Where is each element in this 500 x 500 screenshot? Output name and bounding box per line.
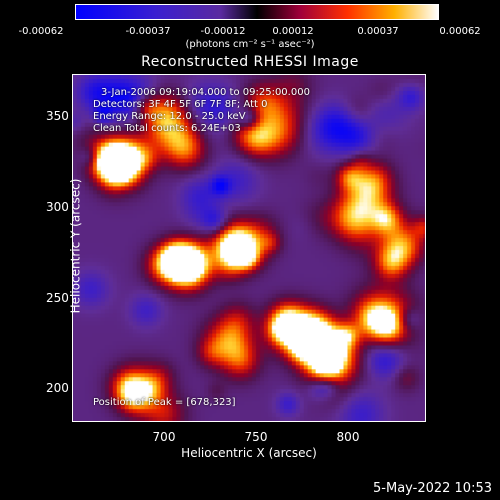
colorbar-tick: 0.00062 xyxy=(439,26,481,37)
heatmap-image xyxy=(73,75,425,421)
colorbar xyxy=(75,4,439,20)
y-axis-label: Heliocentric Y (arcsec) xyxy=(68,178,83,314)
annotation-clean: Clean Total counts: 6.24E+03 xyxy=(93,123,241,134)
timestamp: 5-May-2022 10:53 xyxy=(373,481,492,496)
y-tick-label: 200 xyxy=(46,381,69,395)
colorbar-tick: -0.00012 xyxy=(200,26,246,37)
x-tick-label: 700 xyxy=(152,430,176,444)
annotation-energy: Energy Range: 12.0 - 25.0 keV xyxy=(93,111,246,122)
colorbar-tick: 0.00012 xyxy=(272,26,314,37)
plot-area: 3-Jan-2006 09:19:04.000 to 09:25:00.000 … xyxy=(72,74,426,422)
chart-title: Reconstructed RHESSI Image xyxy=(141,54,359,70)
colorbar-tick: -0.00037 xyxy=(125,26,171,37)
y-tick-label: 300 xyxy=(46,200,69,214)
annotation-peak: Position of Peak = [678,323] xyxy=(93,397,236,408)
colorbar-tick: 0.00037 xyxy=(357,26,399,37)
y-tick-label: 350 xyxy=(46,109,69,123)
annotation-time: 3-Jan-2006 09:19:04.000 to 09:25:00.000 xyxy=(101,87,310,98)
x-tick-label: 750 xyxy=(244,430,268,444)
y-tick-label: 250 xyxy=(46,291,69,305)
annotation-detectors: Detectors: 3F 4F 5F 6F 7F 8F; Att 0 xyxy=(93,99,268,110)
colorbar-tick: -0.00062 xyxy=(18,26,64,37)
x-tick-label: 800 xyxy=(336,430,360,444)
x-axis-label: Heliocentric X (arcsec) xyxy=(181,446,317,460)
colorbar-units: (photons cm⁻² s⁻¹ asec⁻²) xyxy=(185,39,315,50)
